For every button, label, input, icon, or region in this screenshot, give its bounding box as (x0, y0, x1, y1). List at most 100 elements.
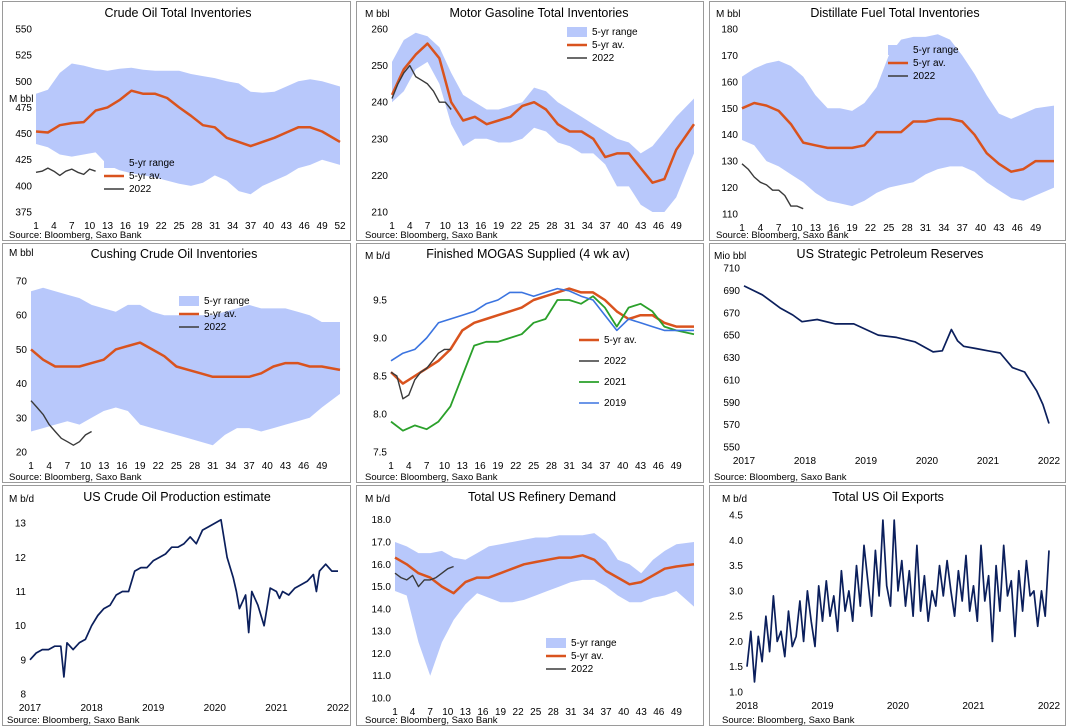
y-unit-label: M b/d (722, 494, 747, 505)
y-unit-label: M b/d (365, 494, 390, 505)
range-band-lower-cut (31, 393, 340, 452)
x-tick-label: 25 (171, 461, 183, 472)
legend-label: 5-yr range (129, 158, 175, 169)
source-note: Source: Bloomberg, Saxo Bank (7, 715, 140, 726)
x-tick-label: 34 (583, 707, 595, 718)
x-tick-label: 19 (493, 221, 505, 232)
source-note: Source: Bloomberg, Saxo Bank (9, 230, 142, 241)
y-tick-label: 8.5 (373, 372, 387, 383)
y-tick-label: 3.5 (729, 561, 743, 572)
source-note: Source: Bloomberg, Saxo Bank (722, 715, 855, 726)
series-line (30, 341, 341, 379)
x-tick-label: 19 (138, 221, 150, 232)
x-tick-label: 2019 (142, 703, 165, 714)
y-tick-label: 11 (16, 587, 27, 598)
x-tick-label: 13 (457, 461, 469, 472)
y-tick-label: 220 (371, 171, 388, 182)
x-tick-label: 2017 (19, 703, 42, 714)
y-tick-label: 30 (16, 413, 28, 424)
y-unit-label: M b/d (9, 494, 34, 505)
y-tick-label: 1.5 (729, 662, 743, 673)
chart-title: Crude Oil Total Inventories (104, 6, 251, 20)
x-tick-label: 19 (847, 223, 859, 234)
source-note: Source: Bloomberg, Saxo Bank (714, 472, 847, 483)
chart-panel-motor-gasoline: Motor Gasoline Total Inventories M bbl Sou… (356, 1, 704, 241)
legend-label: 2019 (604, 398, 627, 409)
x-tick-label: 2018 (794, 456, 817, 467)
x-tick-label: 10 (440, 221, 452, 232)
x-tick-label: 13 (102, 221, 114, 232)
x-tick-label: 28 (546, 461, 558, 472)
series-line (390, 42, 696, 184)
x-tick-label: 1 (389, 221, 395, 232)
x-tick-label: 31 (207, 461, 219, 472)
chart-svg: US Strategic Petroleum Reserves Mio bbl So… (714, 247, 1061, 483)
y-tick-label: 160 (721, 77, 738, 88)
x-tick-label: 28 (546, 221, 558, 232)
y-tick-label: 2.0 (729, 637, 743, 648)
range-band (742, 34, 1054, 207)
x-tick-label: 46 (299, 221, 311, 232)
x-tick-label: 22 (513, 707, 525, 718)
y-unit-label: M bbl (365, 9, 389, 20)
series-line (29, 518, 338, 678)
x-tick-label: 40 (975, 223, 987, 234)
y-tick-label: 16.0 (372, 560, 392, 571)
legend-label: 2022 (204, 322, 227, 333)
y-unit-label: M bbl (9, 248, 33, 259)
chart-svg: Total US Refinery Demand M b/d Source: Blo… (365, 490, 695, 726)
x-tick-label: 4 (51, 221, 57, 232)
x-tick-label: 37 (600, 707, 612, 718)
legend-label: 5-yr av. (592, 40, 625, 51)
y-tick-label: 2.5 (729, 612, 743, 623)
x-tick-label: 19 (134, 461, 146, 472)
series-line (30, 400, 92, 446)
y-tick-label: 425 (15, 155, 32, 166)
x-tick-label: 37 (600, 221, 612, 232)
chart-title: Cushing Crude Oil Inventories (91, 247, 258, 261)
y-tick-label: 70 (16, 277, 28, 288)
series-line (394, 554, 695, 595)
y-tick-label: 670 (723, 308, 740, 319)
x-tick-label: 43 (635, 221, 647, 232)
y-tick-label: 690 (723, 286, 740, 297)
x-tick-label: 43 (280, 461, 292, 472)
legend-swatch (179, 296, 199, 306)
chart-panel-crude-production: US Crude Oil Production estimate M b/d Sou… (2, 485, 351, 726)
x-tick-label: 25 (883, 223, 895, 234)
chart-title: Total US Oil Exports (832, 490, 944, 504)
x-tick-label: 2021 (962, 701, 985, 712)
x-tick-label: 31 (565, 707, 577, 718)
source-note: Source: Bloomberg, Saxo Bank (365, 230, 498, 241)
source-note: Source: Bloomberg, Saxo Bank (365, 715, 498, 726)
y-tick-label: 710 (723, 264, 740, 275)
series-line (390, 295, 695, 432)
x-tick-label: 28 (548, 707, 560, 718)
legend-label: 5-yr av. (913, 58, 946, 69)
x-tick-label: 43 (993, 223, 1005, 234)
legend-label: 2022 (571, 664, 594, 675)
legend-label: 5-yr av. (604, 335, 637, 346)
x-tick-label: 2018 (736, 701, 759, 712)
x-tick-label: 2020 (916, 456, 939, 467)
legend-swatch (104, 158, 124, 168)
y-tick-label: 9 (20, 655, 26, 666)
x-tick-label: 16 (120, 221, 132, 232)
series-line (35, 89, 341, 148)
y-tick-label: 10 (15, 621, 27, 632)
x-tick-label: 10 (84, 221, 96, 232)
y-tick-label: 570 (723, 420, 740, 431)
y-tick-label: 110 (722, 210, 738, 221)
y-tick-label: 20 (16, 448, 28, 459)
legend-label: 5-yr range (571, 638, 617, 649)
x-tick-label: 37 (244, 461, 256, 472)
chart-panel-distillate: Distillate Fuel Total Inventories M bbl So… (709, 1, 1066, 241)
x-tick-label: 28 (189, 461, 201, 472)
y-tick-label: 180 (721, 25, 738, 36)
source-note: Source: Bloomberg, Saxo Bank (9, 472, 142, 483)
y-tick-label: 550 (15, 25, 32, 36)
y-tick-label: 170 (721, 51, 738, 62)
x-tick-label: 46 (653, 221, 665, 232)
x-tick-label: 13 (460, 707, 472, 718)
chart-svg: Motor Gasoline Total Inventories M bbl Sou… (365, 6, 696, 241)
